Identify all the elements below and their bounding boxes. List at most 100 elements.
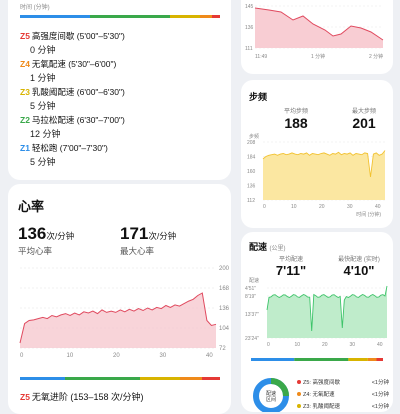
pace-zone-bar-segment [367, 358, 377, 361]
avg-hr-block: 136次/分钟 平均心率 [18, 224, 74, 257]
zone-tag: Z3 [20, 87, 30, 97]
zone-duration: 1 分钟 [30, 73, 56, 83]
pace-xtick: 20 [322, 342, 328, 348]
heart-rate-title: 心率 [18, 199, 45, 214]
avg-hr-unit: 次/分钟 [46, 231, 75, 241]
zone-row-z5: Z5 高强度间歇 (5'00"–5'30") [20, 30, 125, 42]
cadence-ytick: 160 [247, 169, 256, 175]
tr-ytick: 111 [245, 46, 253, 52]
hr-zone-bar-z3 [140, 377, 180, 380]
pace-area [267, 286, 387, 338]
pace-legend-row-z3: Z3: 乳酸阈配速 <1分钟 [297, 402, 389, 410]
pace-zone-donut: 配速 区间 [253, 378, 289, 412]
zone-name: 轻松跑 (7'00"–7'30") [31, 143, 108, 153]
legend-name: 乳酸阈配速 [312, 404, 340, 410]
heart-rate-card: 心率 136次/分钟 平均心率 171次/分钟 最大心率 200 168 136 10… [8, 184, 231, 414]
zone-tag: Z1 [20, 143, 30, 153]
pace-chart: 配速 4'51" 8'19" 13'37" 23'24" 0 10 20 30 40 [245, 278, 388, 361]
legend-value: <1分钟 [371, 404, 389, 410]
avg-hr-value: 136 [18, 224, 47, 243]
pace-card: 配速 (公里) 平均配速 7'11" 最快配速 (实时) 4'10" 配速 4'5… [241, 232, 393, 412]
pace-xtick: 30 [350, 342, 356, 348]
pace-legend-row-z4: Z4: 无氧配速 <1分钟 [297, 390, 389, 398]
zone-bar-z5 [212, 15, 220, 18]
tr-area [255, 8, 383, 48]
hr-ytick: 136 [219, 306, 230, 312]
zone-name: 马拉松配速 (6'30"–7'00") [31, 115, 125, 125]
pace-zone-bar-segment [294, 358, 349, 361]
cadence-area [263, 150, 385, 200]
hr-zone-bar [20, 377, 220, 380]
pace-zone-bar-segment [348, 358, 368, 361]
legend-name: 无氧配速 [312, 392, 335, 398]
pace-xtick: 40 [377, 342, 383, 348]
zone-bar-z4 [200, 15, 212, 18]
max-cadence-block: 最大步频 201 [339, 106, 389, 131]
zone-name: 高强度间歇 (5'00"–5'30") [31, 31, 125, 41]
hr-xtick: 10 [67, 353, 74, 359]
heart-rate-chart: 200 168 136 104 72 0 10 20 30 40 [19, 266, 230, 359]
pace-zone-bar-segment [376, 358, 383, 361]
pace-title: 配速 [249, 242, 268, 252]
tr-ytick: 145 [245, 4, 254, 10]
hr-ytick: 200 [219, 266, 230, 272]
hr-zone-bar-z2 [65, 377, 140, 380]
hr-zone-bar-z4 [180, 377, 202, 380]
zone-color-bar [20, 15, 220, 18]
avg-pace-block: 平均配速 7'11" [263, 254, 319, 278]
hr-ytick: 168 [219, 286, 230, 292]
hr-zone-name: 无氧进阶 (153–158 次/分钟) [31, 392, 144, 402]
cadence-xtick: 10 [291, 204, 297, 210]
pace-legend-row-z5: Z5: 高强度间歇 <1分钟 [297, 378, 389, 386]
zone-name: 无氧配速 (5'30"–6'00") [31, 59, 117, 69]
cadence-xtick: 40 [375, 204, 381, 210]
avg-pace-label: 平均配速 [278, 257, 303, 263]
legend-value: <1分钟 [371, 392, 389, 398]
avg-cadence-value: 188 [284, 115, 308, 131]
zone-duration: 5 分钟 [30, 157, 56, 167]
pace-zone-bar-segment [251, 358, 295, 361]
avg-cadence-block: 平均步频 188 [271, 106, 321, 131]
zone-row-z1: Z1 轻松跑 (7'00"–7'30") [20, 142, 108, 154]
max-cadence-label: 最大步频 [351, 109, 376, 115]
donut-ring-z2 [270, 378, 289, 397]
best-pace-block: 最快配速 (实时) 4'10" [329, 254, 389, 278]
hr-line [19, 292, 217, 344]
avg-hr-label: 平均心率 [18, 246, 53, 256]
cadence-xtick: 30 [347, 204, 353, 210]
cadence-x-axis-label: 时间 (分钟) [356, 211, 381, 218]
pace-ytick: 4'51" [245, 286, 256, 292]
zone-duration: 12 分钟 [30, 129, 61, 139]
pace-y-unit: 配速 [249, 278, 259, 284]
hr-ytick: 104 [219, 326, 230, 332]
hr-zone-tag: Z5 [20, 392, 30, 402]
pace-xtick: 10 [295, 342, 301, 348]
hr-zone-bar-z5 [202, 377, 220, 380]
tr-ytick: 136 [245, 25, 254, 31]
zone-tag: Z2 [20, 115, 30, 125]
cadence-ytick: 184 [247, 155, 256, 161]
cadence-card: 步频 平均步频 188 最大步频 201 步频 208 184 160 136 112 0 1… [241, 80, 393, 228]
tr-line [254, 7, 384, 41]
legend-value: <1分钟 [371, 380, 389, 386]
pace-ytick: 13'37" [245, 312, 259, 318]
cadence-xtick: 0 [263, 204, 266, 210]
avg-cadence-label: 平均步频 [283, 109, 308, 115]
pace-ytick: 23'24" [245, 336, 259, 342]
pace-line [266, 285, 388, 332]
legend-dot-icon [297, 404, 301, 408]
zone-bar-z2 [90, 15, 170, 18]
cadence-line [262, 150, 386, 178]
hr-area [20, 293, 216, 348]
tr-xtick: 11:49 [255, 54, 267, 60]
cadence-ytick: 208 [247, 140, 256, 146]
best-pace-label: 最快配速 (实时) [338, 257, 380, 263]
hr-zone-bar-z1 [20, 377, 65, 380]
zone-duration: 5 分钟 [30, 101, 56, 111]
cadence-ytick: 136 [247, 184, 256, 190]
pace-ytick: 8'19" [245, 294, 256, 300]
hr-xtick: 20 [113, 353, 120, 359]
zone-bar-z3 [170, 15, 200, 18]
